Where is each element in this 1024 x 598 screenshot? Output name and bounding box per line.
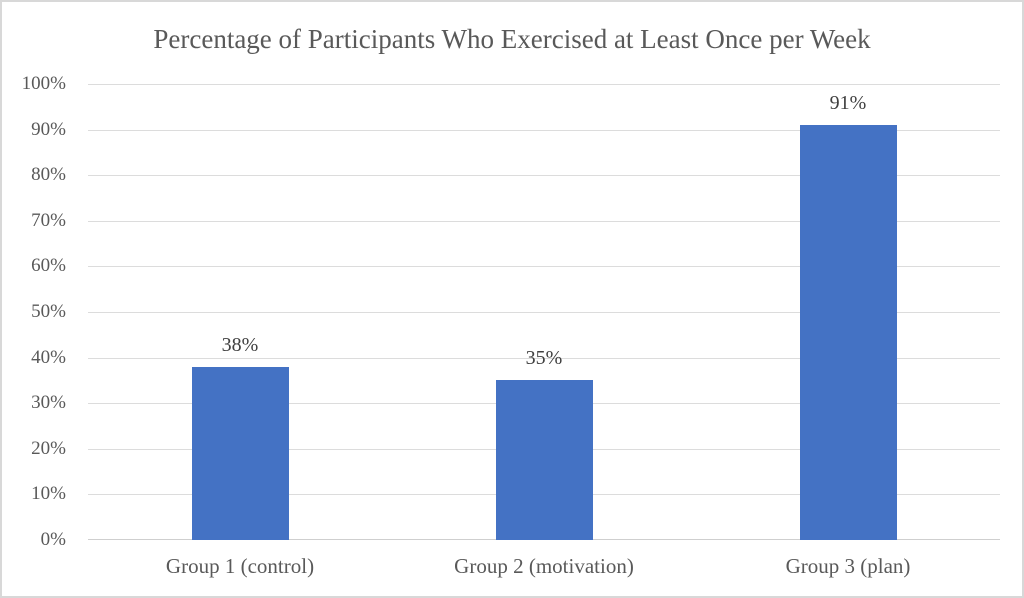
gridline	[88, 84, 1000, 85]
y-tick-label: 60%	[31, 255, 66, 277]
x-category-label: Group 1 (control)	[165, 554, 315, 578]
y-tick-label: 40%	[31, 346, 66, 368]
bar-series: 38% 35% 91%	[88, 84, 1000, 540]
x-category-label: Group 3 (plan)	[785, 554, 911, 578]
bar	[191, 366, 289, 540]
bar-value-label: 38%	[221, 333, 259, 356]
y-tick-label: 80%	[31, 164, 66, 186]
bar	[495, 380, 593, 540]
bar-group: 38%	[191, 84, 289, 540]
gridline	[88, 220, 1000, 222]
bar-value-label: 35%	[525, 347, 563, 370]
gridline	[88, 175, 1000, 177]
y-tick-label: 90%	[31, 118, 66, 140]
y-tick-label: 10%	[31, 483, 66, 505]
y-tick-label: 100%	[21, 73, 66, 94]
y-tick-label: 20%	[31, 437, 66, 459]
gridline	[88, 357, 1000, 359]
bar	[799, 125, 897, 540]
y-tick-label: 70%	[31, 209, 66, 231]
gridline	[88, 129, 1000, 131]
bar-value-label: 91%	[829, 92, 867, 115]
y-tick-label: 50%	[31, 301, 66, 322]
y-tick-label: 0%	[40, 529, 66, 550]
gridline	[88, 312, 1000, 313]
bar-group: 35%	[495, 84, 593, 540]
chart-title: Percentage of Participants Who Exercised…	[153, 24, 871, 54]
x-category-label: Group 2 (motivation)	[454, 554, 634, 578]
bar-group: 91%	[799, 84, 897, 540]
y-tick-label: 30%	[31, 392, 66, 414]
gridline	[88, 266, 1000, 268]
